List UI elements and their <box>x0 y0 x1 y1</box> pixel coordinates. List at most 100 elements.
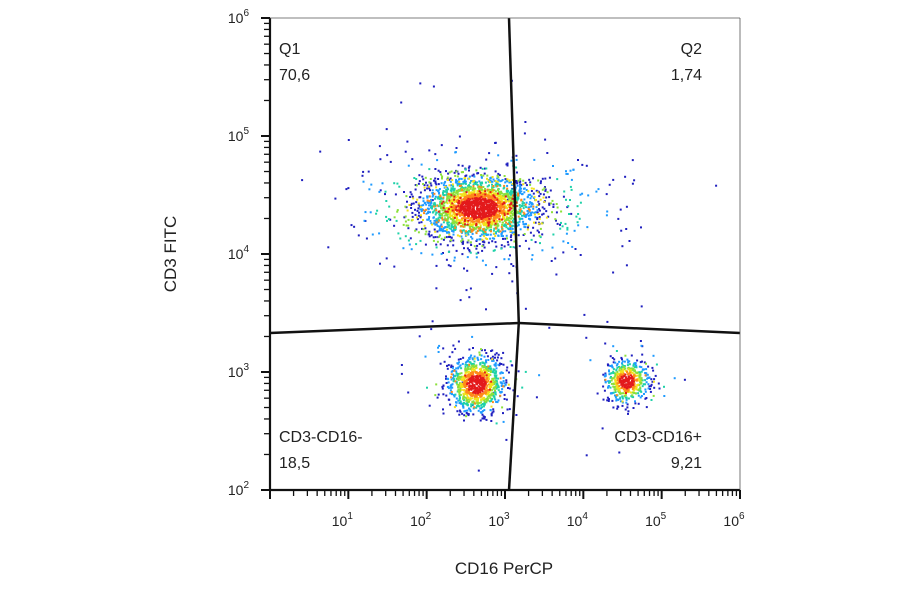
event-point <box>465 371 468 374</box>
event-point <box>414 229 417 232</box>
event-point <box>450 222 453 225</box>
event-point <box>466 212 469 215</box>
event-point <box>498 210 501 212</box>
event-point <box>647 387 650 390</box>
event-point <box>450 200 453 203</box>
event-point <box>475 219 478 222</box>
event-point <box>526 196 529 199</box>
event-point <box>488 184 490 187</box>
event-point <box>612 377 615 380</box>
event-point <box>436 240 439 243</box>
event-point <box>429 204 432 207</box>
event-point <box>469 206 472 209</box>
event-point <box>451 214 454 217</box>
event-point <box>631 394 634 397</box>
event-point <box>362 170 365 173</box>
event-point <box>472 205 475 208</box>
event-point <box>428 168 431 171</box>
event-point <box>509 254 511 257</box>
event-point <box>464 374 467 377</box>
event-point <box>459 196 462 199</box>
event-point <box>451 221 454 224</box>
event-point <box>444 226 447 229</box>
event-point <box>477 215 480 218</box>
event-point <box>407 239 410 242</box>
event-point <box>440 229 443 232</box>
event-point <box>460 171 463 174</box>
event-point <box>450 366 453 369</box>
event-point <box>499 230 502 233</box>
event-point <box>466 189 468 192</box>
event-point <box>492 189 495 192</box>
event-point <box>456 234 459 237</box>
event-point <box>490 197 493 200</box>
event-point <box>522 211 525 214</box>
event-point <box>548 326 551 329</box>
event-point <box>475 383 478 386</box>
event-point <box>422 228 425 231</box>
event-point <box>525 206 528 209</box>
event-point <box>449 389 452 392</box>
event-point <box>466 360 468 363</box>
event-point <box>614 391 617 393</box>
event-point <box>410 207 413 209</box>
event-point <box>608 183 611 186</box>
y-axis-title: CD3 FITC <box>161 216 180 293</box>
event-point <box>523 198 526 201</box>
event-point <box>625 398 628 401</box>
event-point <box>551 246 554 249</box>
event-point <box>498 218 501 221</box>
event-point <box>450 206 453 208</box>
event-point <box>457 379 460 382</box>
event-point <box>470 180 473 182</box>
event-point <box>429 211 431 214</box>
event-point <box>469 241 472 244</box>
event-point <box>505 226 508 229</box>
event-point <box>472 363 475 366</box>
event-point <box>612 406 615 409</box>
event-point <box>458 221 461 224</box>
event-point <box>460 240 463 243</box>
event-point <box>541 206 544 209</box>
event-point <box>441 213 443 216</box>
event-point <box>623 368 626 371</box>
event-point <box>472 206 475 209</box>
event-point <box>631 371 634 374</box>
event-point <box>465 403 468 406</box>
event-point <box>538 374 541 377</box>
event-point <box>613 382 616 385</box>
event-point <box>489 210 492 213</box>
event-point <box>632 386 635 389</box>
event-point <box>482 362 485 365</box>
event-point <box>529 193 532 196</box>
event-point <box>426 195 429 198</box>
event-point <box>531 211 534 214</box>
event-point <box>542 193 545 196</box>
event-point <box>470 230 473 232</box>
event-point <box>515 201 518 204</box>
event-point <box>433 205 436 208</box>
event-point <box>683 378 686 381</box>
event-point <box>456 184 459 187</box>
event-point <box>490 350 493 352</box>
event-point <box>455 206 458 209</box>
event-point <box>621 363 624 366</box>
event-point <box>468 382 471 385</box>
event-point <box>481 406 483 409</box>
event-point <box>634 400 636 403</box>
event-point <box>498 220 501 223</box>
event-point <box>438 344 441 347</box>
event-point <box>424 355 427 358</box>
event-point <box>454 208 457 211</box>
event-point <box>530 238 533 241</box>
event-point <box>396 182 399 185</box>
event-point <box>653 378 656 381</box>
event-point <box>512 221 515 224</box>
event-point <box>477 251 480 254</box>
event-point <box>470 393 473 396</box>
event-point <box>507 209 510 212</box>
event-point <box>459 299 462 302</box>
event-point <box>499 372 502 375</box>
event-point <box>452 185 455 188</box>
event-point <box>464 180 467 183</box>
